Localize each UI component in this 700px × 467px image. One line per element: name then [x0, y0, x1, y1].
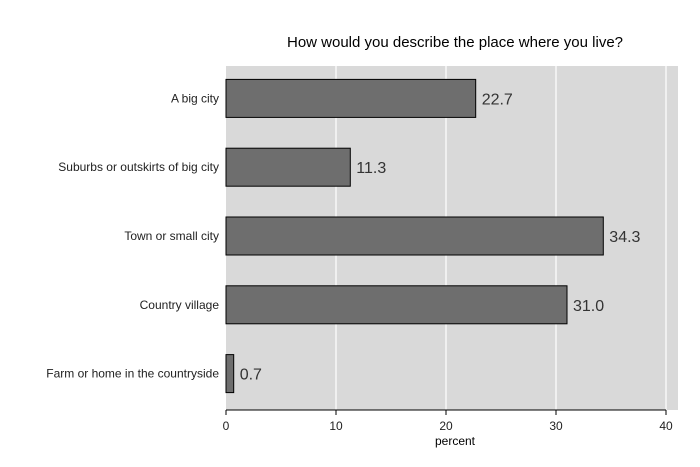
x-tick-label: 20 — [439, 419, 453, 433]
x-axis: 0 10 20 30 40 — [223, 409, 673, 433]
bar — [225, 216, 604, 256]
data-label: 22.7 — [482, 91, 513, 108]
chart-title: How would you describe the place where y… — [287, 34, 623, 51]
bars: A big city 22.7 Suburbs or outskirts of bi… — [46, 78, 641, 394]
category-label: Town or small city — [124, 229, 219, 243]
bar — [225, 78, 477, 118]
x-tick-label: 40 — [659, 419, 673, 433]
category-label: Country village — [140, 298, 220, 312]
data-label: 34.3 — [609, 229, 640, 246]
x-tick-label: 0 — [223, 419, 230, 433]
category-label: Suburbs or outskirts of big city — [58, 160, 219, 174]
bar — [225, 354, 235, 394]
data-label: 11.3 — [356, 160, 386, 177]
data-label: 31.0 — [573, 298, 604, 315]
category-label: Farm or home in the countryside — [46, 367, 219, 381]
data-label: 0.7 — [240, 367, 262, 384]
x-axis-label: percent — [435, 434, 476, 448]
x-tick-label: 30 — [549, 419, 563, 433]
x-tick-label: 10 — [329, 419, 343, 433]
bar — [225, 147, 351, 187]
category-label: A big city — [171, 91, 219, 105]
bar — [225, 285, 568, 325]
